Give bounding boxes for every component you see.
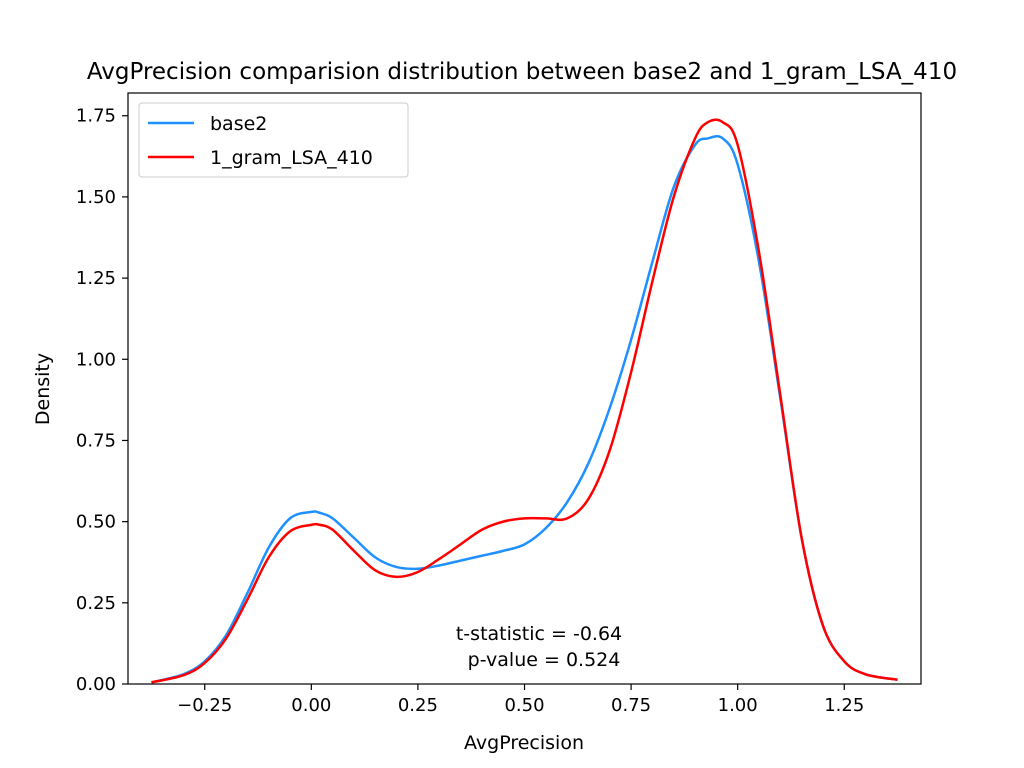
y-tick-label: 1.25 — [76, 268, 116, 289]
y-tick-label: 1.50 — [76, 187, 116, 208]
y-axis-label: Density — [32, 353, 54, 425]
y-tick-label: 1.00 — [76, 349, 116, 370]
series-line-1-gram-lsa-410 — [151, 118, 898, 684]
x-tick-label: 1.00 — [718, 695, 758, 716]
y-tick-label: 1.75 — [76, 106, 116, 127]
x-tick-label: 1.25 — [824, 695, 864, 716]
x-axis-label: AvgPrecision — [464, 732, 584, 754]
series-layer — [151, 118, 898, 684]
legend-label-base2: base2 — [210, 113, 267, 135]
x-tick-label: −0.25 — [177, 695, 232, 716]
y-axis: 0.00 0.25 0.50 0.75 1.00 1.25 1.50 1.75 — [76, 106, 128, 695]
t-statistic-annotation: t-statistic = -0.64 — [456, 623, 622, 645]
p-value-annotation: p-value = 0.524 — [468, 649, 621, 671]
x-axis: −0.25 0.00 0.25 0.50 0.75 1.00 1.25 — [177, 684, 864, 716]
legend-box — [138, 102, 409, 178]
y-tick-label: 0.25 — [76, 593, 116, 614]
x-tick-label: 0.00 — [291, 695, 331, 716]
y-tick-label: 0.00 — [76, 674, 116, 695]
legend: base2 1_gram_LSA_410 — [138, 102, 409, 178]
chart-title: AvgPrecision comparision distribution be… — [87, 59, 957, 85]
y-tick-label: 0.75 — [76, 430, 116, 451]
legend-label-1-gram-lsa-410: 1_gram_LSA_410 — [210, 147, 373, 169]
y-tick-label: 0.50 — [76, 512, 116, 533]
x-tick-label: 0.25 — [398, 695, 438, 716]
x-tick-label: 0.75 — [611, 695, 651, 716]
x-tick-label: 0.50 — [504, 695, 544, 716]
